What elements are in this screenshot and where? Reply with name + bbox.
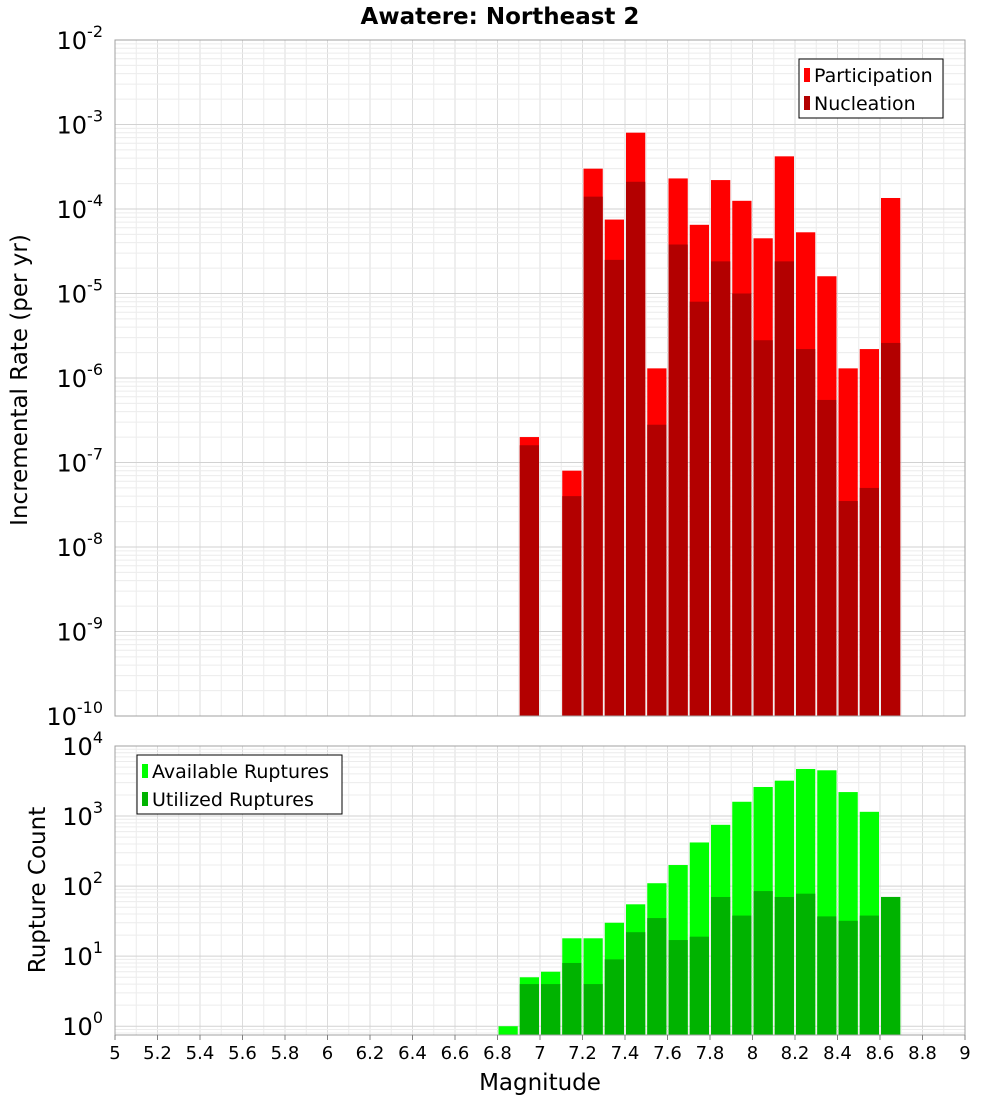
bottom-y-ticks: 100 101 102 103 104 — [62, 728, 103, 1041]
x-tick-label: 8.6 — [866, 1043, 895, 1064]
x-tick-label: 5.8 — [271, 1043, 300, 1064]
top-legend-swatch — [804, 68, 810, 82]
top-nucleation-bar — [668, 244, 688, 716]
x-axis-label: Magnitude — [479, 1070, 601, 1096]
bottom-utilized-ruptures-bar — [647, 918, 667, 1035]
bottom-utilized-ruptures-bar — [753, 891, 773, 1035]
top-nucleation-bar — [562, 496, 582, 716]
bottom-legend-swatch — [142, 792, 148, 806]
bottom-utilized-ruptures-bar — [626, 932, 646, 1035]
x-tick-label: 8.4 — [823, 1043, 852, 1064]
x-tick-label: 6 — [322, 1043, 333, 1064]
bottom-y-axis-label: Rupture Count — [25, 807, 51, 973]
bottom-utilized-ruptures-bar — [583, 984, 603, 1035]
bottom-bars — [498, 768, 901, 1035]
top-nucleation-bar — [604, 259, 624, 716]
bottom-utilized-ruptures-bar — [711, 896, 731, 1035]
top-nucleation-bar — [711, 261, 731, 716]
bottom-utilized-ruptures-bar — [774, 896, 794, 1035]
top-nucleation-bar — [519, 445, 539, 716]
top-legend-box — [798, 58, 944, 119]
x-tick-label: 8 — [747, 1043, 758, 1064]
bottom-y-tick-label: 102 — [62, 868, 103, 901]
x-tick-label: 5.6 — [228, 1043, 257, 1064]
top-bars — [519, 132, 901, 717]
x-tick-label: 6.6 — [441, 1043, 470, 1064]
top-plot-frame — [114, 39, 966, 717]
bottom-utilized-ruptures-bar — [838, 920, 858, 1035]
x-tick-label: 7.8 — [696, 1043, 725, 1064]
bottom-y-tick-label: 101 — [62, 938, 103, 971]
bottom-utilized-ruptures-bar — [541, 984, 561, 1035]
x-tick-label: 5.2 — [143, 1043, 172, 1064]
top-y-tick-label: 10-7 — [57, 445, 104, 478]
bottom-legend-swatch — [142, 764, 148, 778]
top-nucleation-bar — [689, 301, 709, 716]
top-nucleation-bar — [859, 487, 879, 716]
bottom-legend: Available Ruptures Utilized Ruptures — [136, 754, 343, 815]
top-nucleation-bar — [838, 501, 858, 716]
top-y-tick-label: 10-3 — [57, 107, 104, 140]
bottom-utilized-ruptures-bar — [859, 915, 879, 1035]
bottom-y-tick-label: 100 — [62, 1008, 103, 1041]
top-grid — [114, 39, 966, 717]
top-y-tick-label: 10-2 — [57, 22, 104, 55]
top-nucleation-bar — [732, 293, 752, 716]
x-tick-label: 6.8 — [483, 1043, 512, 1064]
bottom-utilized-ruptures-bar — [668, 940, 688, 1035]
bottom-legend-label: Utilized Ruptures — [152, 789, 314, 811]
top-nucleation-bar — [583, 196, 603, 716]
top-nucleation-bar — [796, 349, 816, 716]
bottom-utilized-ruptures-bar — [732, 915, 752, 1035]
bottom-utilized-ruptures-bar — [604, 959, 624, 1035]
bottom-available-ruptures-bar — [498, 1026, 518, 1035]
x-tick-label: 7.6 — [653, 1043, 682, 1064]
bottom-utilized-ruptures-bar — [562, 962, 582, 1035]
top-nucleation-bar — [626, 181, 646, 716]
top-y-tick-label: 10-5 — [57, 276, 104, 309]
x-tick-label: 7.2 — [568, 1043, 597, 1064]
bottom-legend-label: Available Ruptures — [152, 761, 329, 783]
top-nucleation-bar — [881, 342, 901, 716]
top-nucleation-bar — [817, 399, 837, 716]
bottom-y-tick-label: 104 — [62, 728, 103, 761]
bottom-utilized-ruptures-bar — [519, 984, 539, 1035]
top-y-ticks: 10-10 10-9 10-8 10-7 10-6 10-5 10-4 10-3 10-2 — [46, 22, 103, 731]
x-tick-label: 9 — [959, 1043, 970, 1064]
bottom-y-tick-label: 103 — [62, 798, 103, 831]
top-y-axis-label: Incremental Rate (per yr) — [7, 234, 33, 526]
top-nucleation-bar — [774, 261, 794, 716]
x-tick-label: 8.2 — [781, 1043, 810, 1064]
bottom-utilized-ruptures-bar — [817, 916, 837, 1035]
top-y-tick-label: 10-9 — [57, 614, 104, 647]
top-nucleation-bar — [753, 340, 773, 716]
top-legend-label: Participation — [814, 65, 933, 87]
x-tick-label: 7.4 — [611, 1043, 640, 1064]
x-ticks: 5 5.2 5.4 5.6 5.8 6 6.2 6.4 6.6 6.8 7 7.2 7.4 7.6 7.8 8… — [109, 1035, 971, 1064]
bottom-utilized-ruptures-bar — [881, 896, 901, 1035]
chart-title: Awatere: Northeast 2 — [361, 4, 640, 30]
top-legend: Participation Nucleation — [798, 58, 944, 119]
top-nucleation-bar — [647, 424, 667, 716]
x-tick-label: 7 — [534, 1043, 545, 1064]
top-y-tick-label: 10-6 — [57, 360, 104, 393]
top-y-tick-label: 10-4 — [57, 191, 104, 224]
top-legend-swatch — [804, 96, 810, 110]
top-y-tick-label: 10-8 — [57, 529, 104, 562]
bottom-grid — [114, 745, 966, 1035]
bottom-utilized-ruptures-bar — [689, 936, 709, 1035]
x-tick-label: 6.4 — [398, 1043, 427, 1064]
bottom-legend-box — [136, 754, 343, 815]
x-tick-label: 8.8 — [908, 1043, 937, 1064]
top-legend-label: Nucleation — [814, 93, 916, 115]
x-tick-label: 5.4 — [186, 1043, 215, 1064]
top-y-tick-label: 10-10 — [46, 698, 103, 731]
bottom-utilized-ruptures-bar — [796, 893, 816, 1035]
x-tick-label: 5 — [109, 1043, 120, 1064]
x-tick-label: 6.2 — [356, 1043, 385, 1064]
